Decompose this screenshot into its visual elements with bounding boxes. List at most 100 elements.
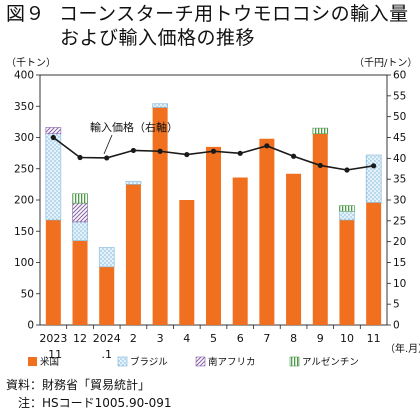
- series-south_africa: [45, 127, 88, 223]
- figure-number: 図９: [6, 3, 46, 25]
- bar-usa: [232, 177, 248, 325]
- price-point: [264, 143, 270, 149]
- bar-usa: [312, 133, 328, 325]
- x-tick-label: 3: [157, 332, 164, 345]
- y-right-tick-label: 20: [393, 236, 406, 248]
- y-right-tick-label: 10: [393, 278, 406, 290]
- y-left-tick-label: 300: [14, 132, 34, 144]
- legend-label-brazil: ブラジル: [130, 356, 168, 368]
- bar-argentina: [339, 205, 355, 212]
- bar-usa: [339, 220, 355, 325]
- y-right-tick-label: 25: [393, 215, 406, 227]
- hs-code-note: 注：HSコード1005.90-091: [6, 396, 172, 410]
- x-tick-label: 4: [183, 332, 190, 345]
- y-left-tick-label: 400: [14, 70, 34, 82]
- bar-usa: [286, 173, 302, 325]
- chart-legend: 米国 ブラジル 南アフリカ アルゼンチン: [28, 356, 359, 368]
- x-tick-sublabel: .1: [101, 348, 112, 361]
- bar-usa: [72, 240, 88, 325]
- y-right-tick-label: 55: [393, 90, 406, 102]
- x-tick-sublabel: .11: [45, 348, 63, 361]
- price-line-annotation: 輸入価格（右軸）: [90, 120, 178, 134]
- x-tick-label: 8: [290, 332, 297, 345]
- bar-brazil: [72, 221, 88, 241]
- bar-brazil: [98, 247, 115, 268]
- legend-swatch-argentina: [289, 356, 300, 367]
- price-point: [317, 162, 323, 169]
- bar-usa: [125, 184, 141, 325]
- bar-brazil: [152, 103, 168, 108]
- series-argentina: [72, 127, 355, 212]
- price-point: [344, 167, 350, 173]
- legend-swatch-usa: [28, 357, 37, 366]
- price-point: [130, 147, 137, 154]
- bar-brazil: [365, 154, 382, 203]
- bar-usa: [259, 138, 275, 325]
- bar-usa: [179, 200, 195, 325]
- y-right-tick-label: 35: [393, 174, 406, 186]
- price-point: [184, 151, 190, 158]
- bar-brazil: [125, 180, 142, 185]
- y-left-tick-label: 100: [14, 257, 34, 269]
- x-tick-label: 2: [130, 332, 137, 345]
- series-brazil: [45, 103, 382, 268]
- bar-south_africa: [45, 127, 62, 135]
- legend-label-south_africa: 南アフリカ: [208, 356, 256, 368]
- x-tick-label: 6: [237, 332, 244, 345]
- legend-label-argentina: アルゼンチン: [302, 356, 359, 368]
- series-usa: [45, 107, 382, 325]
- y-left-tick-label: 250: [14, 163, 34, 175]
- x-tick-label: 2024: [93, 332, 121, 345]
- x-unit-label: （年.月）: [385, 342, 420, 355]
- y-left-tick-label: 200: [14, 195, 34, 207]
- y-right-tick-label: 15: [393, 257, 406, 269]
- x-tick-label: 10: [340, 332, 354, 345]
- bar-usa: [45, 220, 61, 325]
- y-left-tick-label: 150: [14, 226, 34, 238]
- price-point: [77, 154, 83, 161]
- stacked-bar-line-chart: （千トン） （千円/トン） 05010015020025030035040005…: [6, 57, 420, 368]
- x-tick-label: 9: [317, 332, 324, 345]
- y-right-tick-label: 50: [393, 111, 406, 123]
- y-right-tick-label: 40: [393, 153, 406, 165]
- legend-swatch-south_africa: [195, 356, 206, 367]
- bar-usa: [206, 146, 221, 325]
- y-left-tick-label: 350: [14, 101, 34, 113]
- bar-usa: [99, 266, 115, 325]
- price-point: [104, 155, 110, 161]
- price-point: [237, 150, 243, 156]
- bar-south_africa: [72, 202, 88, 223]
- y-left-tick-label: 50: [21, 288, 34, 300]
- y-right-tick-label: 30: [393, 195, 406, 207]
- x-tick-label: 7: [263, 332, 270, 345]
- y-right-tick-label: 60: [393, 70, 406, 82]
- x-tick-label: 11: [367, 332, 381, 345]
- price-point: [371, 163, 377, 169]
- bar-brazil: [45, 133, 62, 221]
- chart-title: 図９ コーンスターチ用トウモロコシの輸入量 および輸入価格の推移: [6, 2, 416, 50]
- bar-usa: [366, 202, 382, 325]
- price-point: [157, 148, 163, 154]
- y-right-tick-label: 45: [393, 132, 406, 144]
- chart-notes: 資料：財務省「貿易統計」 注：HSコード1005.90-091: [6, 376, 172, 412]
- legend-swatch-brazil: [117, 356, 128, 367]
- title-line-1: コーンスターチ用トウモロコシの輸入量: [59, 3, 409, 25]
- bar-usa: [152, 107, 168, 325]
- bar-argentina: [312, 127, 329, 135]
- title-line-2: および輸入価格の推移: [60, 27, 256, 49]
- x-tick-label: 5: [210, 332, 217, 345]
- annotation-leader-line: [103, 134, 113, 155]
- price-point: [210, 148, 217, 154]
- bar-argentina: [72, 193, 88, 204]
- x-tick-label: 2023: [39, 332, 67, 345]
- bar-brazil: [339, 210, 355, 221]
- y-right-tick-label: 0: [393, 320, 400, 332]
- y-left-axis-label: （千トン）: [6, 57, 56, 69]
- x-tick-label: 12: [73, 332, 87, 345]
- price-point: [50, 134, 56, 141]
- y-right-tick-label: 5: [393, 299, 400, 311]
- y-left-tick-label: 0: [27, 320, 34, 332]
- y-right-axis-label: （千円/トン）: [354, 57, 417, 69]
- source-note: 資料：財務省「貿易統計」: [6, 378, 151, 392]
- legend-label-usa: 米国: [40, 356, 59, 368]
